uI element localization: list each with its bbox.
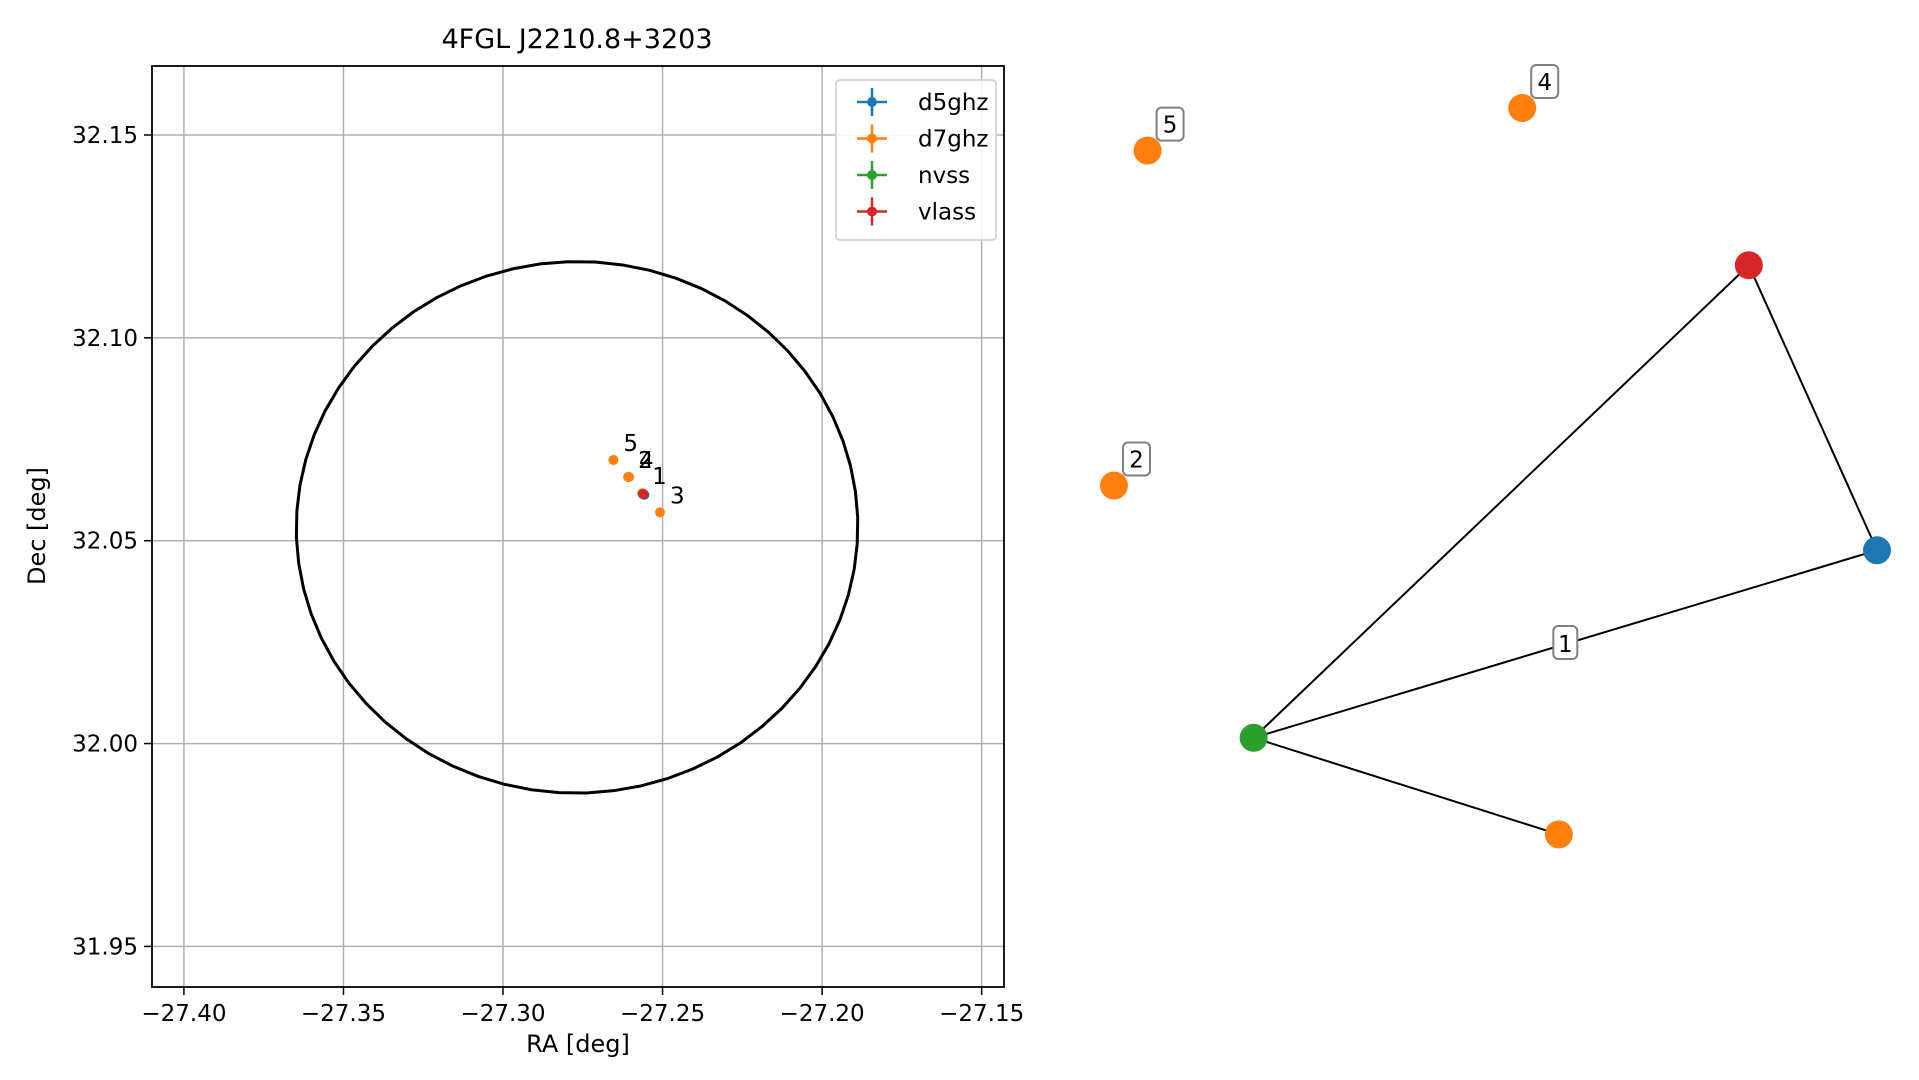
legend-marker [867,133,877,144]
point-label: 1 [652,464,667,490]
y-tick-label: 32.00 [72,732,138,758]
x-tick-label: −27.40 [141,1001,226,1027]
network-edges: 1 [1252,264,1878,836]
axis-ticks: −27.40 −27.35 −27.30 −27.25 −27.20 −27.15 31.9… [72,123,1024,1027]
edge-label: 1 [1558,632,1573,658]
point-vlass [638,489,649,500]
network-node-d7ghz-5 [1133,136,1162,165]
node-label-box [1122,441,1151,477]
node-label: 2 [1129,448,1144,474]
legend-label-d5ghz: d5ghz [918,90,988,116]
node-label: 4 [1537,70,1552,96]
x-tick-label: −27.30 [460,1001,545,1027]
node-label-box [1155,106,1185,142]
point-label: 4 [639,448,654,474]
x-tick-label: −27.15 [939,1001,1024,1027]
point-d7ghz [655,507,666,518]
x-tick-label: −27.25 [620,1001,705,1027]
x-tick-label: −27.35 [301,1001,386,1027]
point-d7ghz [608,454,619,465]
legend-box [835,79,997,241]
legend-label-d7ghz: d7ghz [918,127,988,153]
network-node-nvss [1239,723,1268,752]
scatter-panel: 4FGL J2210.8+3203 −27.40 −27.35 −27.30 −27.… [23,24,1024,1058]
x-tick-label: −27.20 [780,1001,865,1027]
network-node-d7ghz-1 [1544,820,1573,849]
legend-marker [867,170,877,180]
network-node-d7ghz-2 [1100,471,1128,500]
y-axis-label: Dec [deg] [23,467,51,585]
network-node-vlass [1734,251,1763,280]
chart-title: 4FGL J2210.8+3203 [441,24,712,55]
network-edge [1252,264,1750,739]
point-d7ghz [624,472,635,483]
point-label: 2 [638,448,653,474]
network-edge [1747,264,1878,551]
network-node-d7ghz-4 [1508,94,1537,122]
legend-marker [867,206,877,217]
legend-marker [867,97,877,107]
y-tick-label: 32.10 [72,326,138,352]
y-tick-label: 31.95 [72,934,138,960]
point-label: 5 [623,431,638,457]
legend: d5ghz d7ghz nvss vlass [835,79,997,241]
legend-label-vlass: vlass [918,200,976,226]
x-axis-label: RA [deg] [526,1030,630,1058]
error-ellipse [294,260,860,795]
error-ellipse-outline [294,260,860,795]
legend-label-nvss: nvss [918,163,970,189]
plot-frame [151,65,1005,988]
node-label: 5 [1163,113,1178,139]
edge-label-box [1552,625,1579,661]
network-edge [1253,736,1560,836]
y-tick-label: 32.05 [72,529,138,555]
point-label: 3 [670,483,685,509]
network-node-d5ghz [1863,536,1891,565]
node-label-box [1530,64,1560,99]
y-tick-label: 32.15 [72,123,138,149]
